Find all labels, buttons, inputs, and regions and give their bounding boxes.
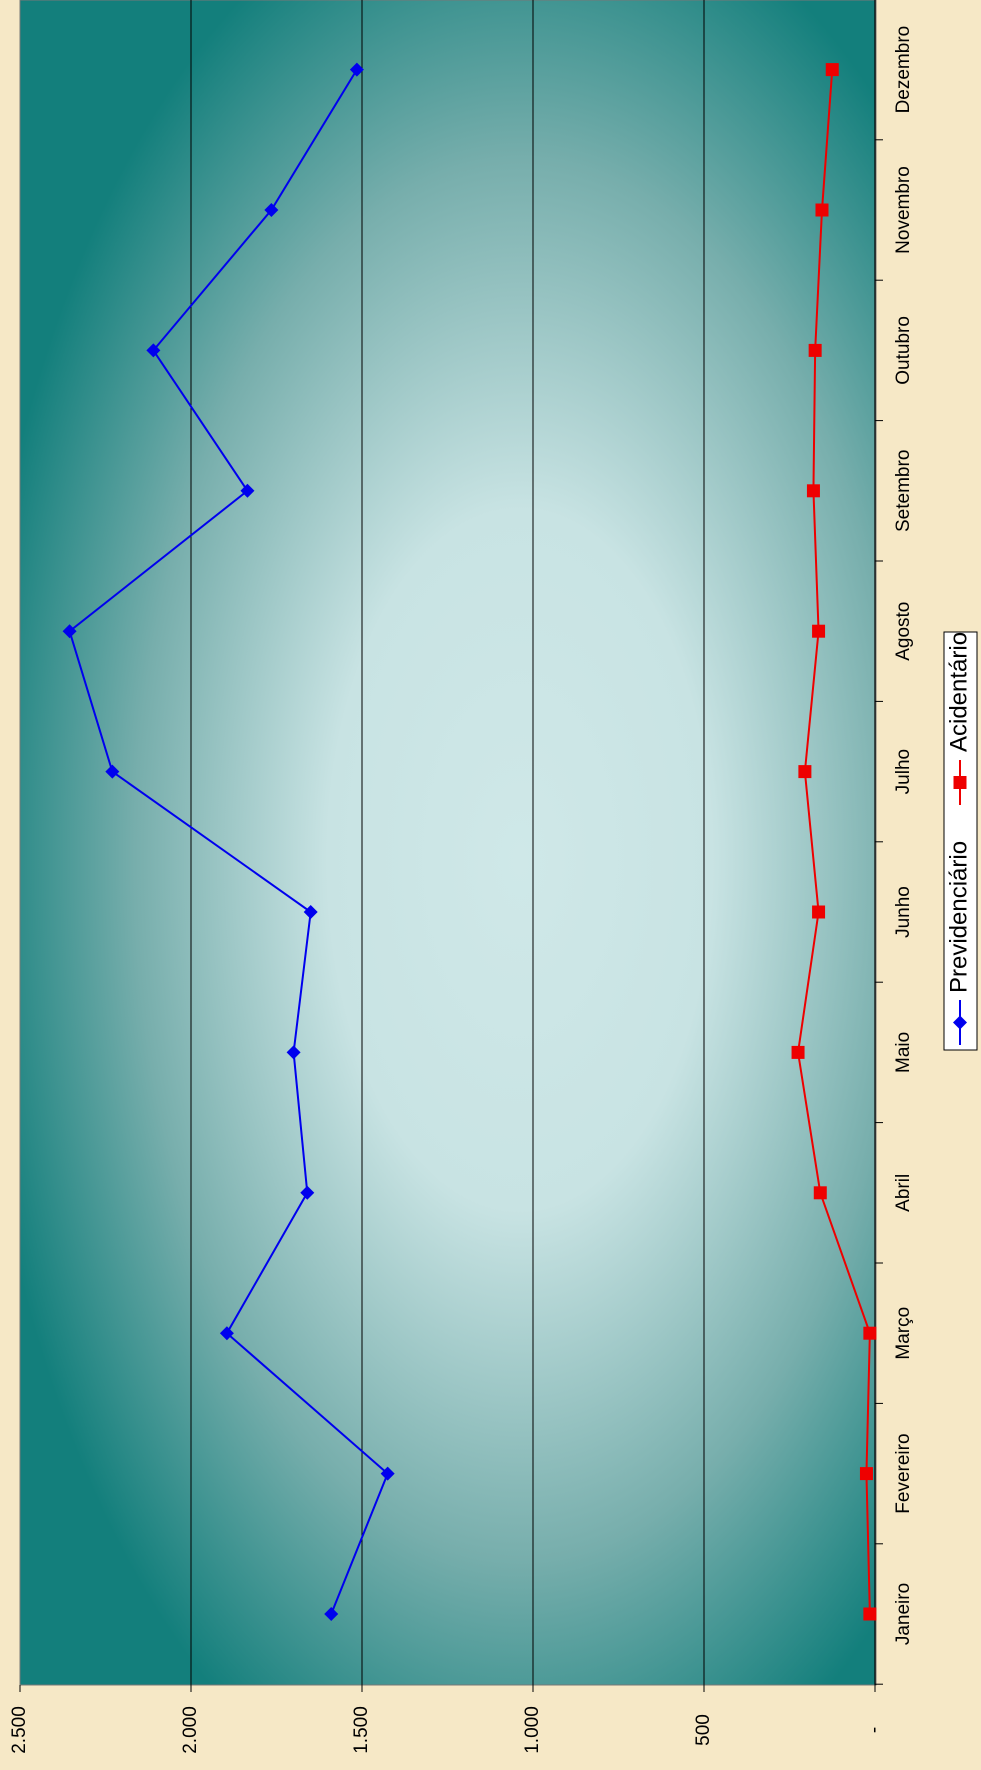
data-point: [859, 1467, 873, 1481]
data-point: [813, 1186, 827, 1200]
data-point: [863, 1607, 877, 1621]
data-point: [324, 1607, 339, 1621]
data-point: [863, 1326, 877, 1340]
category-label: Janeiro: [893, 1583, 914, 1645]
data-point: [812, 905, 826, 919]
data-point: [791, 1045, 805, 1059]
data-point: [264, 203, 279, 217]
category-label: Março: [893, 1307, 914, 1360]
data-point: [105, 764, 120, 779]
category-label: Junho: [893, 886, 914, 938]
data-point: [300, 1185, 315, 1200]
series-square: [791, 63, 877, 1621]
value-tick-label: 2.000: [180, 1706, 201, 1754]
legend-label: Acidentário: [945, 632, 972, 752]
data-point: [815, 203, 829, 217]
legend-box: [943, 631, 978, 1051]
category-label: Novembro: [893, 166, 914, 254]
data-point: [303, 905, 318, 919]
series-line: [68, 69, 389, 1615]
data-point: [806, 484, 820, 498]
value-tick-label: -: [864, 1727, 885, 1733]
series-diamond: [62, 62, 395, 1621]
data-point: [808, 343, 822, 357]
data-point: [812, 624, 826, 638]
legend-marker: [953, 1015, 967, 1030]
value-tick-label: 1.500: [351, 1706, 372, 1754]
data-point: [798, 765, 812, 779]
value-tick-label: 2.500: [9, 1706, 30, 1754]
category-label: Dezembro: [893, 26, 914, 114]
data-point: [240, 483, 255, 498]
category-label: Maio: [893, 1032, 914, 1073]
data-point: [62, 624, 77, 639]
category-label: Agosto: [893, 602, 914, 661]
legend: Previdenciário Acidentário: [943, 631, 978, 1051]
data-point: [380, 1466, 395, 1481]
category-label: Fevereiro: [893, 1433, 914, 1513]
legend-marker: [953, 776, 967, 789]
category-label: Outubro: [893, 316, 914, 385]
category-label: Abril: [893, 1174, 914, 1212]
category-label: Julho: [893, 749, 914, 794]
data-point: [286, 1045, 301, 1060]
series-line: [797, 69, 871, 1615]
data-point: [219, 1326, 234, 1341]
plot-area: [19, 0, 877, 1686]
data-point: [349, 62, 364, 77]
legend-label: Previdenciário: [945, 841, 972, 993]
value-tick-label: 1.000: [522, 1706, 543, 1754]
data-point: [825, 63, 839, 77]
category-label: Setembro: [893, 450, 914, 532]
data-point: [146, 343, 161, 358]
value-tick-label: 500: [693, 1714, 714, 1746]
